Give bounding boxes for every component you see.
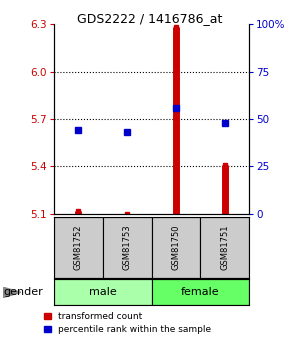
Polygon shape bbox=[3, 287, 21, 297]
Bar bbox=[200, 217, 249, 278]
Text: GSM81750: GSM81750 bbox=[171, 225, 180, 270]
Text: gender: gender bbox=[3, 287, 43, 297]
Text: GSM81753: GSM81753 bbox=[123, 225, 132, 270]
Text: female: female bbox=[181, 287, 220, 297]
Text: GSM81751: GSM81751 bbox=[220, 225, 229, 270]
Bar bbox=[54, 217, 103, 278]
Bar bbox=[103, 217, 152, 278]
Bar bbox=[152, 279, 249, 305]
Text: male: male bbox=[89, 287, 117, 297]
Text: GSM81752: GSM81752 bbox=[74, 225, 83, 270]
Bar bbox=[152, 217, 200, 278]
Legend: transformed count, percentile rank within the sample: transformed count, percentile rank withi… bbox=[44, 312, 212, 335]
Bar bbox=[54, 279, 152, 305]
Text: GDS2222 / 1416786_at: GDS2222 / 1416786_at bbox=[77, 12, 223, 25]
